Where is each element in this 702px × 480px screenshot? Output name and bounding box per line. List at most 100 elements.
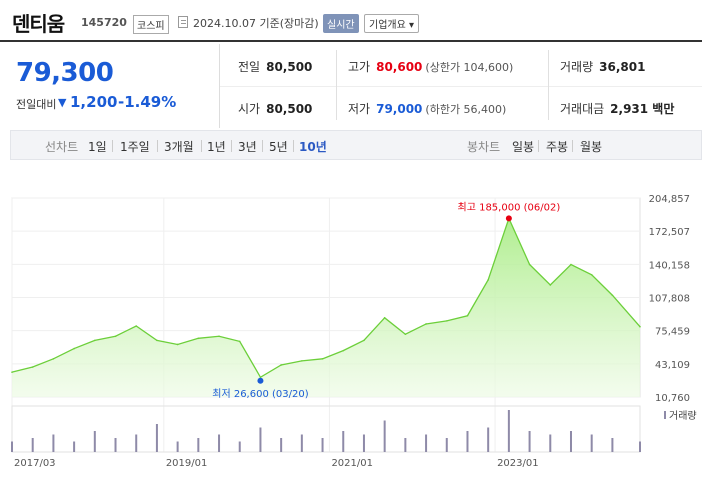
volume-bar	[52, 434, 55, 452]
data-point	[94, 339, 96, 342]
price-stats: 전일 80,500 고가 80,600 (상한가 104,600) 거래량 36,801…	[220, 44, 702, 128]
y-tick-label: 204,857	[649, 194, 690, 205]
volume-bar	[93, 431, 96, 452]
tab-1y[interactable]: 1년	[207, 140, 226, 154]
volume-bar	[176, 441, 179, 452]
data-point	[238, 340, 241, 343]
stat-label: 시가	[238, 102, 261, 116]
down-arrow-icon: ▼	[58, 96, 67, 109]
price-diff: 1,200	[70, 93, 118, 111]
volume-border	[11, 405, 641, 453]
stat-label: 고가	[348, 60, 371, 74]
stat-high: 고가 80,600 (상한가 104,600)	[348, 58, 513, 75]
stat-value: 80,500	[266, 60, 313, 74]
tab-1d[interactable]: 1일	[88, 140, 107, 154]
data-point	[590, 273, 593, 276]
y-tick-label: 172,507	[649, 227, 690, 238]
tab-separator	[112, 140, 113, 152]
y-tick-label: 10,760	[655, 393, 690, 404]
tab-separator	[201, 140, 202, 152]
data-point	[611, 294, 614, 297]
candle-chart-label: 봉차트	[467, 140, 501, 154]
stat-label: 거래량	[560, 60, 594, 74]
volume-bar	[425, 434, 428, 452]
y-axis: 204,857 172,507 140,158 107,808 75,459 43,109…	[649, 194, 690, 404]
data-point	[197, 337, 200, 340]
volume-bar	[238, 441, 241, 452]
y-tick-label: 140,158	[649, 260, 690, 271]
base-date: 2024.10.07 기준(장마감)	[193, 17, 319, 30]
volume-bar	[383, 420, 386, 452]
volume-legend-label: 거래량	[669, 410, 697, 422]
data-point	[404, 333, 407, 336]
tab-5y[interactable]: 5년	[269, 140, 288, 154]
tab-10y[interactable]: 10년	[299, 140, 327, 154]
data-point	[549, 284, 552, 286]
volume-bar	[466, 431, 469, 452]
y-tick-label: 75,459	[655, 327, 690, 338]
chart-markers: 최고 185,000 (06/02) 최저 26,600 (03/20)	[212, 201, 560, 399]
data-point	[176, 343, 179, 346]
volume-bar	[300, 434, 303, 452]
divider	[548, 50, 549, 120]
volume-legend-icon	[664, 411, 666, 419]
max-marker	[505, 215, 512, 222]
stat-low: 저가 79,000 (하한가 56,400)	[348, 100, 506, 117]
company-info-dropdown[interactable]: 기업개요 ▾	[364, 14, 419, 33]
tab-separator	[262, 140, 263, 152]
volume-bar	[549, 434, 552, 452]
volume-bar	[31, 438, 34, 452]
data-point	[114, 335, 117, 338]
tab-3y[interactable]: 3년	[238, 140, 257, 154]
tab-3m[interactable]: 3개월	[164, 140, 194, 154]
volume-bar	[342, 431, 345, 452]
price-chart[interactable]: 204,857 172,507 140,158 107,808 75,459 43,109…	[0, 184, 702, 480]
market-badge: 코스피	[133, 15, 169, 34]
document-icon	[178, 16, 188, 28]
x-axis: 2017/03 2019/01 2021/01 2023/01	[14, 458, 539, 469]
data-point	[425, 323, 427, 325]
data-point	[445, 320, 448, 322]
stat-label: 거래대금	[560, 102, 605, 116]
stat-value: 80,500	[266, 102, 313, 116]
realtime-button[interactable]: 실시간	[323, 14, 359, 33]
diff-label: 전일대비	[16, 98, 57, 111]
data-point	[363, 339, 365, 342]
stat-value: 80,600	[376, 60, 423, 74]
data-point	[639, 325, 641, 328]
price-area	[12, 218, 640, 397]
line-chart-label: 선차트	[45, 140, 79, 154]
stat-open: 시가 80,500	[238, 100, 312, 117]
tab-daily[interactable]: 일봉	[512, 140, 535, 154]
chart-tabbar: 선차트 1일 1주일 3개월 1년 3년 5년 10년 봉차트 일봉 주봉 월봉	[10, 130, 702, 160]
volume-bar	[280, 438, 283, 452]
stock-header: 덴티움 145720 코스피 2024.10.07 기준(장마감) 실시간 기업…	[0, 0, 702, 42]
stat-sub: (상한가 104,600)	[425, 61, 514, 74]
volume-bar	[114, 438, 117, 452]
tab-weekly[interactable]: 주봉	[546, 140, 569, 154]
y-tick-label: 107,808	[649, 294, 690, 305]
volume-bar	[73, 441, 76, 452]
min-label: 최저 26,600 (03/20)	[212, 388, 308, 400]
data-point	[135, 325, 138, 327]
volume-chart: 거래량	[11, 405, 697, 453]
volume-bar	[135, 434, 138, 452]
data-point	[466, 314, 469, 317]
tab-1w[interactable]: 1주일	[120, 140, 150, 154]
data-point	[11, 371, 13, 373]
tab-monthly[interactable]: 월봉	[580, 140, 603, 154]
volume-bar	[321, 438, 324, 452]
volume-bar	[611, 438, 614, 452]
volume-bar	[362, 434, 365, 452]
volume-bar	[569, 431, 572, 452]
volume-bar	[507, 410, 510, 452]
stock-code: 145720	[81, 16, 127, 29]
volume-bar	[639, 441, 641, 452]
data-point	[259, 376, 262, 379]
max-label: 최고 185,000 (06/02)	[458, 201, 561, 213]
data-point	[342, 349, 345, 352]
volume-bar	[404, 438, 407, 452]
data-point	[280, 364, 282, 366]
stat-label: 저가	[348, 102, 371, 116]
stat-volume: 거래량 36,801	[560, 58, 645, 75]
